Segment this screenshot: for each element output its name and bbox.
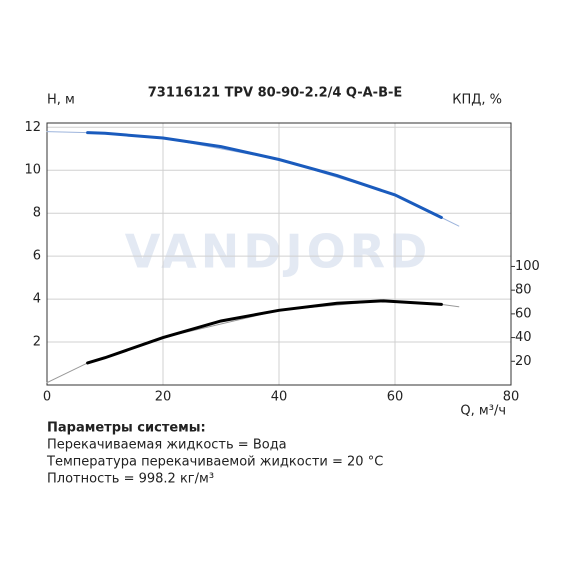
parameter-line: Плотность = 998.2 кг/м³: [47, 472, 214, 487]
y-tick-label: 6: [33, 249, 41, 264]
y-tick-label: 8: [33, 206, 41, 221]
y-tick-label: 4: [33, 292, 41, 307]
watermark: VANDJORD: [125, 225, 432, 279]
x-tick-label: 80: [503, 390, 520, 405]
y-tick-label: 10: [24, 163, 41, 178]
y-axis-label: Н, м: [47, 93, 75, 108]
x-tick-label: 40: [271, 390, 288, 405]
y-tick-label: 2: [33, 335, 41, 350]
y2-tick-label: 60: [515, 306, 532, 321]
y2-axis-label: КПД, %: [452, 93, 502, 108]
y2-tick-label: 100: [515, 259, 540, 274]
chart-title: 73116121 TPV 80-90-2.2/4 Q-A-B-E: [148, 86, 403, 101]
y2-tick-label: 80: [515, 283, 532, 298]
x-axis-label: Q, м³/ч: [460, 404, 506, 419]
parameters-title: Параметры системы:: [47, 421, 206, 436]
y2-tick-label: 40: [515, 330, 532, 345]
x-tick-label: 20: [155, 390, 172, 405]
curve: [46, 131, 460, 227]
parameter-line: Температура перекачиваемой жидкости = 20…: [46, 455, 383, 470]
curve: [86, 131, 443, 219]
curve: [86, 299, 443, 365]
x-tick-label: 60: [387, 390, 404, 405]
y2-tick-label: 20: [515, 354, 532, 369]
plot-frame: [46, 122, 512, 386]
y-tick-label: 12: [24, 120, 41, 135]
parameter-line: Перекачиваемая жидкость = Вода: [47, 438, 287, 453]
x-tick-label: 0: [43, 390, 51, 405]
